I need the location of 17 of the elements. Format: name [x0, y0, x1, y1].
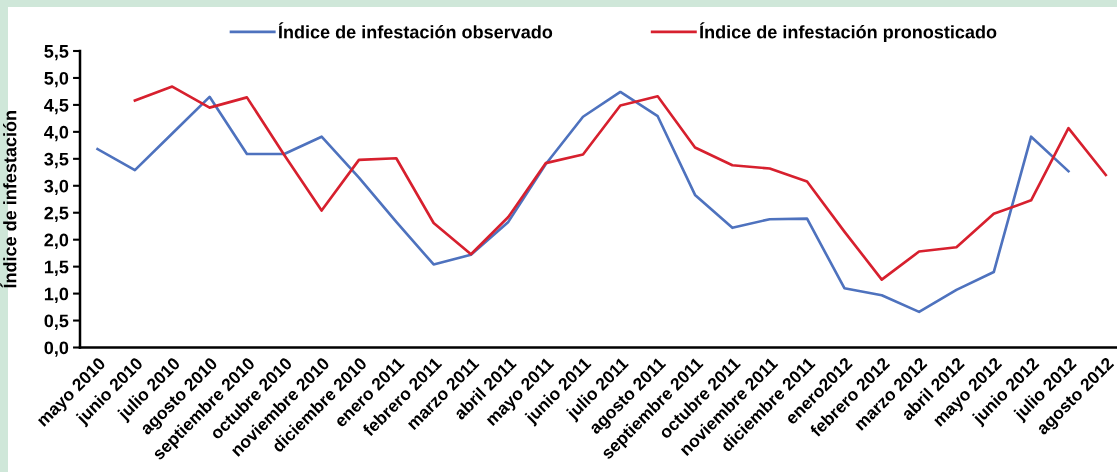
- y-tick-label: 0,0: [44, 341, 69, 357]
- y-tick-label: 4,5: [44, 99, 69, 115]
- y-axis-title: Índice de infestación: [0, 111, 17, 288]
- y-tick-label: 1,0: [44, 287, 69, 303]
- y-tick-label: 3,0: [44, 179, 69, 196]
- legend-label: Índice de infestación observado: [278, 22, 553, 39]
- y-tick-label: 0,5: [44, 314, 69, 330]
- y-tick-label: 1,5: [44, 260, 69, 276]
- y-tick-label: 5,5: [44, 45, 69, 61]
- legend-label: Índice de infestación pronosticado: [700, 22, 997, 42]
- line-series: [96, 90, 1070, 314]
- y-tick-label: 5,0: [44, 71, 69, 88]
- y-tick-label: 2,5: [44, 206, 69, 223]
- line-series: [133, 85, 1108, 281]
- y-tick-label: 2,0: [44, 233, 69, 250]
- y-tick-label: 3,5: [44, 152, 69, 169]
- y-tick-label: 4,0: [44, 125, 69, 142]
